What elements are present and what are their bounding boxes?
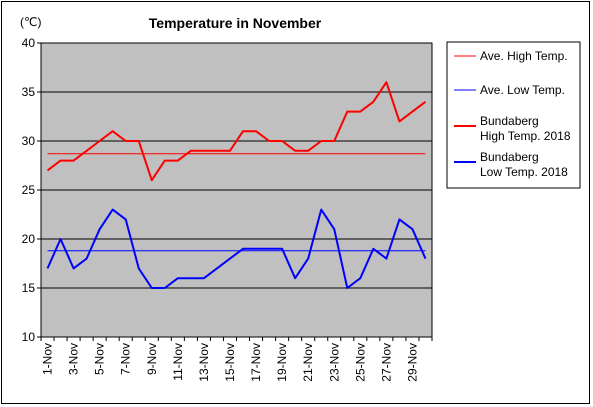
y-tick-label: 25: [22, 183, 36, 197]
y-axis-unit-label: (℃): [20, 15, 41, 29]
x-tick-label: 1-Nov: [41, 343, 55, 375]
x-tick-label: 7-Nov: [119, 343, 133, 375]
y-tick-label: 10: [22, 330, 36, 344]
y-tick-label: 35: [22, 85, 36, 99]
x-tick-label: 27-Nov: [379, 343, 393, 382]
y-tick-label: 30: [22, 134, 36, 148]
gridlines: [41, 91, 432, 289]
x-tick-label: 11-Nov: [171, 343, 185, 381]
x-tick-label: 19-Nov: [275, 343, 289, 382]
series-line-3: [46, 81, 427, 182]
x-tick-label: 21-Nov: [301, 343, 315, 382]
legend-label: Ave. Low Temp.: [480, 83, 565, 97]
series-line-4: [46, 208, 427, 289]
x-tick-label: 13-Nov: [197, 343, 211, 382]
legend-label-line2: High Temp. 2018: [480, 129, 571, 143]
y-tick-label: 40: [22, 36, 36, 50]
legend-label-line1: Bundaberg: [480, 150, 539, 164]
x-tick-label: 5-Nov: [93, 343, 107, 375]
legend-label: Ave. High Temp.: [480, 49, 568, 63]
y-tick-label: 20: [22, 232, 36, 246]
x-tick-label: 15-Nov: [223, 343, 237, 382]
x-tick-label: 25-Nov: [353, 343, 367, 382]
x-tick-label: 29-Nov: [405, 343, 419, 382]
chart-title: Temperature in November: [149, 15, 322, 31]
legend-label-line1: Bundaberg: [480, 114, 539, 128]
legend-box: [446, 41, 581, 189]
x-tick-label: 17-Nov: [249, 343, 263, 382]
y-tick-label: 15: [22, 281, 36, 295]
y-axis-ticks: 10 15 20 25 30 35 40: [22, 36, 41, 344]
series-lines: [46, 81, 427, 289]
legend: Ave. High Temp.Ave. Low Temp.BundabergHi…: [454, 49, 571, 179]
x-tick-label: 3-Nov: [67, 343, 81, 375]
x-tick-label: 9-Nov: [145, 343, 159, 375]
x-tick-label: 23-Nov: [327, 343, 341, 382]
legend-label-line2: Low Temp. 2018: [480, 165, 568, 179]
x-axis-ticks: 1-Nov 3-Nov 5-Nov 7-Nov 9-Nov 11-Nov 13-Nov 15-…: [40, 337, 433, 382]
